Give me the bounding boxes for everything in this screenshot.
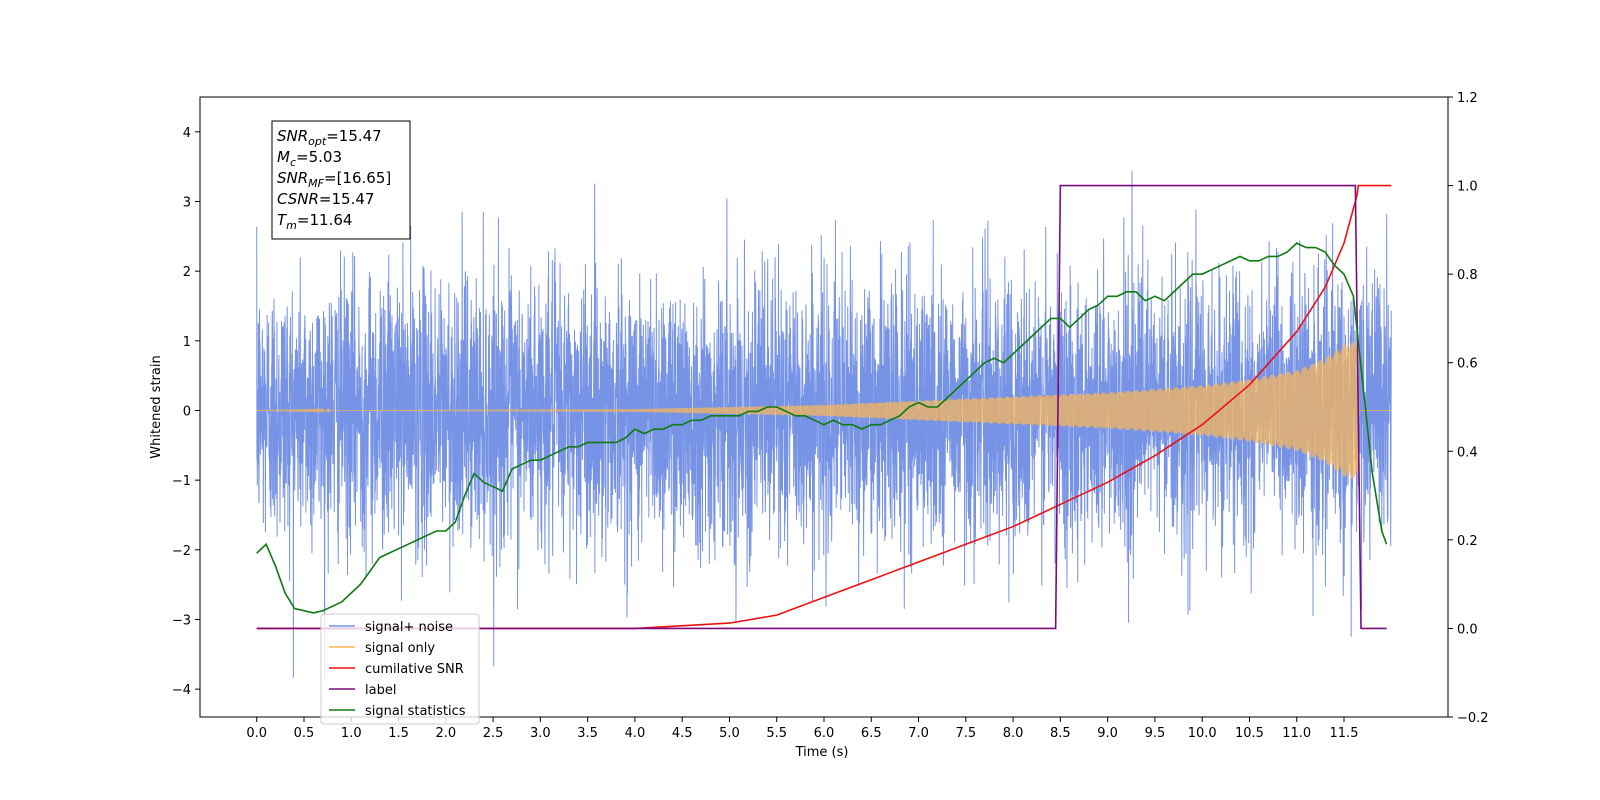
series-signal-noise	[256, 170, 1392, 683]
legend-label: cumilative SNR	[365, 662, 464, 677]
x-tick-label: 11.0	[1282, 726, 1311, 741]
legend-label: signal+ noise	[365, 620, 453, 635]
y2-tick-label: 0.8	[1457, 268, 1478, 283]
annotation-line: CSNR=15.47	[277, 190, 374, 208]
legend-label: signal statistics	[365, 704, 466, 719]
x-tick-label: 6.0	[814, 726, 835, 741]
annotation-line: Mc=5.03	[277, 148, 342, 169]
annotation-line: Tm=11.64	[277, 211, 352, 232]
series-signal-only	[256, 342, 1392, 479]
y-tick-label: −2	[172, 544, 191, 559]
y2-tick-label: 0.0	[1457, 622, 1478, 637]
x-tick-label: 3.5	[577, 726, 598, 741]
x-tick-label: 9.0	[1097, 726, 1118, 741]
x-axis-label: Time (s)	[795, 745, 849, 760]
x-tick-label: 8.5	[1050, 726, 1071, 741]
x-tick-label: 1.0	[341, 726, 362, 741]
x-tick-label: 4.5	[672, 726, 693, 741]
x-tick-label: 9.5	[1145, 726, 1166, 741]
y-tick-label: −1	[172, 474, 191, 489]
y2-tick-label: 1.0	[1457, 180, 1478, 195]
legend-label: label	[365, 683, 396, 698]
x-tick-label: 0.0	[246, 726, 267, 741]
x-axis-ticks: 0.0 0.5 1.0 1.5 2.0 2.5 3.0 3.5 4.0 4.5 5.0 5.5 6.0 6…	[246, 717, 1358, 741]
x-tick-label: 8.0	[1003, 726, 1024, 741]
annotation-frame	[271, 120, 411, 240]
legend: signal+ noise signal only cumilative SNR la…	[320, 613, 480, 725]
x-tick-label: 10.5	[1235, 726, 1264, 741]
plot-series	[256, 170, 1392, 683]
annotation-line: SNRMF=[16.65]	[277, 169, 391, 190]
y2-axis-ticks: 1.2 1.0 0.8 0.6 0.4 0.2 0.0 −0.2	[1448, 91, 1489, 726]
y-tick-label: −4	[172, 683, 191, 698]
x-tick-label: 7.0	[908, 726, 929, 741]
series-line	[256, 242, 1388, 614]
y-axis-ticks: 4 3 2 1 0 −1 −2 −3 −4	[172, 126, 200, 698]
series-line	[256, 170, 1392, 683]
y-tick-label: 1	[183, 335, 191, 350]
x-tick-label: 11.5	[1330, 726, 1359, 741]
x-tick-label: 3.0	[530, 726, 551, 741]
y-tick-label: 3	[183, 195, 191, 210]
series-signal-statistics	[256, 242, 1388, 614]
annotation-box: SNRopt=15.47Mc=5.03SNRMF=[16.65]CSNR=15.…	[271, 120, 411, 240]
y2-tick-label: 0.4	[1457, 445, 1478, 460]
x-tick-label: 6.5	[861, 726, 882, 741]
series-label	[256, 184, 1387, 630]
series-cumilative-snr	[256, 184, 1392, 630]
legend-frame	[320, 613, 480, 725]
annotation-line: SNRopt=15.47	[277, 127, 382, 148]
x-tick-label: 7.5	[955, 726, 976, 741]
series-line	[256, 184, 1387, 630]
y2-tick-label: 0.2	[1457, 534, 1478, 549]
x-tick-label: 5.5	[766, 726, 787, 741]
y-axis-label: Whitened strain	[149, 355, 164, 458]
x-tick-label: 10.0	[1188, 726, 1217, 741]
y2-tick-label: 1.2	[1457, 91, 1478, 106]
x-tick-label: 4.0	[625, 726, 646, 741]
x-tick-label: 5.0	[719, 726, 740, 741]
y2-tick-label: −0.2	[1457, 711, 1489, 726]
series-line	[256, 184, 1392, 630]
y-tick-label: 2	[183, 265, 191, 280]
y-tick-label: 4	[183, 126, 191, 141]
y-tick-label: −3	[172, 613, 191, 628]
y-tick-label: 0	[183, 404, 191, 419]
x-tick-label: 2.0	[435, 726, 456, 741]
series-line	[256, 342, 1392, 479]
x-tick-label: 2.5	[483, 726, 504, 741]
y2-tick-label: 0.6	[1457, 357, 1478, 372]
legend-label: signal only	[365, 641, 435, 656]
x-tick-label: 1.5	[388, 726, 409, 741]
x-tick-label: 0.5	[294, 726, 315, 741]
